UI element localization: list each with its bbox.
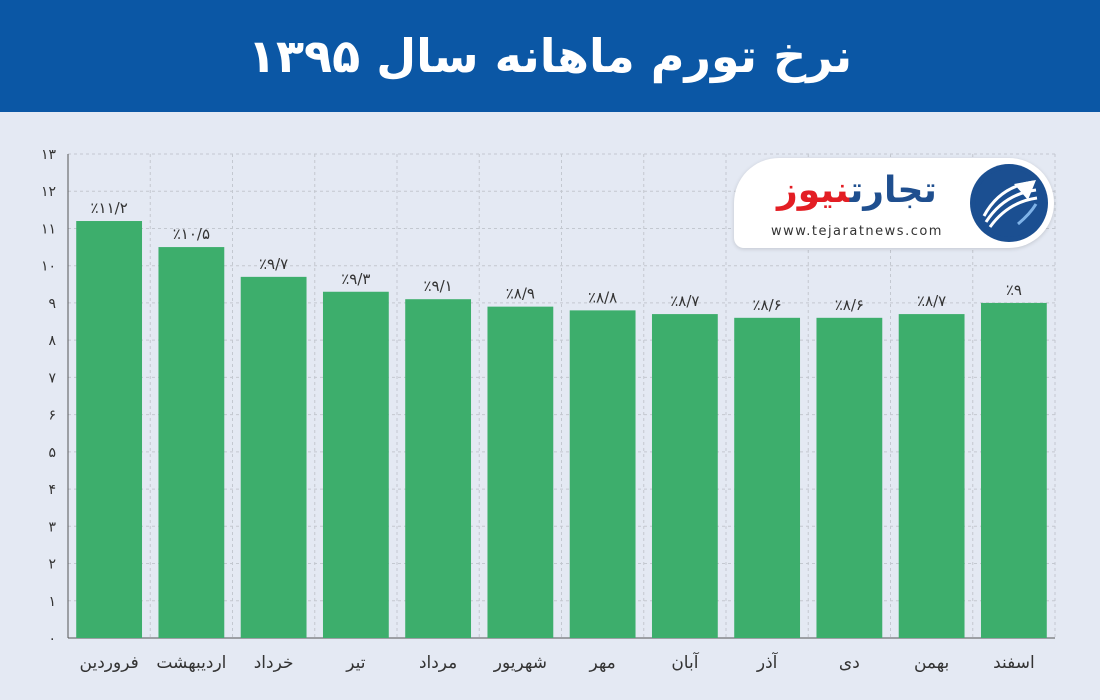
bar [898,314,965,638]
category-label: اسفند [993,653,1035,673]
bar [322,291,389,638]
category-label: شهریور [493,653,547,673]
data-label: ٪۱۰/۵ [173,225,210,243]
y-tick-label: ۵ [48,445,56,461]
bar [569,310,636,638]
category-label: اردیبهشت [156,653,226,673]
category-label: تیر [345,653,366,673]
y-tick-label: ۹ [48,296,56,312]
data-label: ٪۹/۱ [424,277,453,295]
logo-word-news: نیوز [777,170,850,211]
data-label: ٪۱۱/۲ [90,199,127,217]
category-label: مرداد [419,653,457,673]
data-label: ٪۸/۹ [506,285,535,303]
y-tick-label: ۷ [48,370,56,386]
category-label: دی [839,653,860,673]
data-label: ٪۸/۷ [917,292,946,310]
bar [980,302,1047,638]
category-label: مهر [588,653,615,673]
y-tick-label: ۶ [48,408,56,424]
data-label: ٪۹ [1006,281,1022,299]
bar [405,299,472,638]
bar-chart: ۰۱۲۳۴۵۶۷۸۹۱۰۱۱۱۲۱۳٪۱۱/۲فروردین٪۱۰/۵اردیب… [41,147,1056,673]
data-label: ٪۸/۶ [835,296,864,314]
y-tick-label: ۴ [48,482,56,498]
logo-word-tejarat: تجارت [849,170,937,211]
y-tick-label: ۱۲ [41,184,56,200]
bar [487,306,554,638]
data-label: ٪۹/۳ [341,270,370,288]
y-tick-label: ۳ [48,519,56,535]
category-label: فروردین [80,653,139,673]
logo-url: www.tejaratnews.com [771,224,943,239]
page-title: نرخ تورم ماهانه سال ۱۳۹۵ [247,29,853,83]
bar [158,247,225,639]
y-tick-label: ۱ [48,594,56,610]
y-tick-label: ۱۳ [41,147,57,163]
logo-wordmark: تجارتنیوز [752,170,962,211]
bar [240,276,307,638]
bar [816,317,883,638]
y-tick-label: ۲ [48,557,56,573]
tejaratnews-logo: تجارتنیوز www.tejaratnews.com [734,158,1054,248]
tejaratnews-globe-icon [970,164,1048,242]
data-label: ٪۹/۷ [259,255,288,273]
y-tick-label: ۱۱ [41,221,56,237]
category-label: خرداد [254,653,294,673]
data-label: ٪۸/۸ [588,288,617,306]
y-tick-label: ۰ [48,631,56,647]
y-tick-label: ۱۰ [41,259,56,275]
bar [651,314,718,638]
y-tick-label: ۸ [48,333,56,349]
category-label: آذر [756,651,779,673]
bar [76,221,143,638]
category-label: آبان [671,651,699,673]
data-label: ٪۸/۷ [670,292,699,310]
bar [734,317,801,638]
data-label: ٪۸/۶ [753,296,782,314]
title-banner: نرخ تورم ماهانه سال ۱۳۹۵ [0,0,1100,112]
category-label: بهمن [914,653,949,673]
